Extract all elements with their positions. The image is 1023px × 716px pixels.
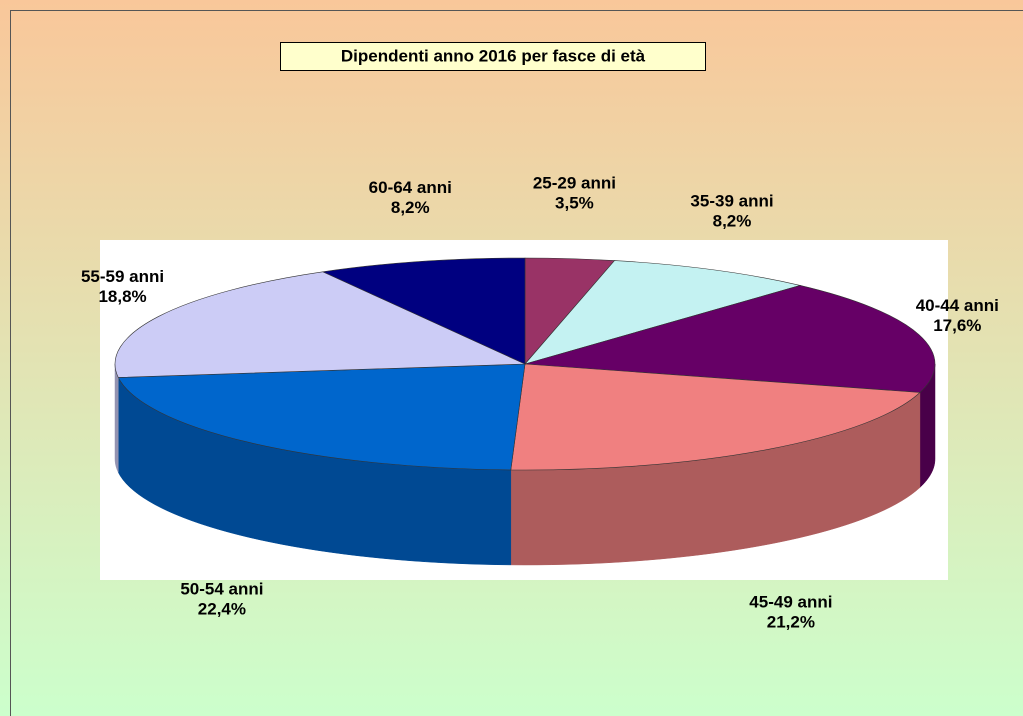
slice-label: 55-59 anni — [81, 267, 164, 286]
slice-value-label: 18,8% — [98, 287, 146, 306]
slice-label: 40-44 anni — [916, 296, 999, 315]
slice-value-label: 17,6% — [933, 316, 981, 335]
slice-top — [510, 363, 921, 471]
chart-title: Dipendenti anno 2016 per fasce di età — [341, 46, 646, 65]
frame — [10, 10, 1023, 716]
slice-value-label: 3,5% — [555, 194, 594, 213]
slice-label: 35-39 anni — [690, 192, 773, 211]
slice — [524, 260, 802, 365]
slice-top — [524, 285, 936, 393]
slice — [114, 271, 526, 473]
slice-value-label: 22,4% — [198, 600, 246, 619]
slice-side — [114, 363, 119, 473]
slice-value-label: 8,2% — [713, 212, 752, 231]
slice — [321, 257, 526, 365]
slice — [510, 363, 921, 566]
slice-top — [117, 363, 526, 471]
title-box — [280, 42, 706, 71]
slice-top — [524, 260, 802, 365]
slice-label: 45-49 anni — [749, 593, 832, 612]
slice — [524, 285, 936, 489]
slice — [117, 363, 526, 566]
slice-top — [321, 257, 526, 365]
slice-label: 25-29 anni — [533, 174, 616, 193]
slice-value-label: 8,2% — [391, 198, 430, 217]
slice-top — [114, 271, 526, 378]
slice-value-label: 21,2% — [767, 613, 815, 632]
pie — [114, 257, 936, 566]
slice-label: 60-64 anni — [369, 178, 452, 197]
slice-label: 50-54 anni — [180, 580, 263, 599]
